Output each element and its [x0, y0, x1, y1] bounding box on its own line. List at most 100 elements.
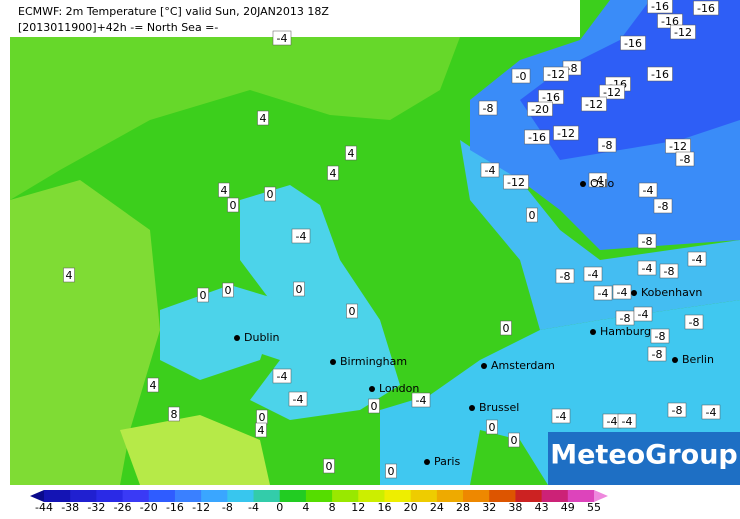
colorbar-segment	[489, 490, 516, 502]
colorbar-label: 0	[276, 501, 283, 514]
contour-label: 0	[371, 400, 378, 413]
colorbar-segment	[96, 490, 124, 502]
contour-label: -4	[617, 286, 628, 299]
colorbar-segment	[384, 490, 412, 502]
colorbar-label: -8	[222, 501, 233, 514]
colorbar-label: -16	[166, 501, 184, 514]
city-label: Paris	[434, 455, 460, 468]
contour-label-box	[588, 172, 608, 188]
contour-label: -16	[651, 0, 669, 13]
contour-label-box	[500, 320, 512, 336]
contour-label: -4	[556, 410, 567, 423]
contour-label: -0	[516, 70, 527, 83]
contour-label: -12	[507, 176, 525, 189]
contour-label: 4	[258, 424, 265, 437]
contour-label-box	[147, 377, 159, 393]
contour-label-box	[526, 207, 538, 223]
contour-label-box	[647, 346, 667, 362]
contour-label: 4	[348, 147, 355, 160]
contour-label: 0	[296, 283, 303, 296]
colorbar-label: 49	[561, 501, 575, 514]
city-label: Birmingham	[340, 355, 407, 368]
contour-label-box	[583, 266, 603, 282]
city-label: London	[379, 382, 419, 395]
colorbar-segment	[541, 490, 569, 502]
contour-label: 4	[221, 184, 228, 197]
city-dot	[330, 359, 336, 365]
contour-label-box	[368, 398, 380, 414]
colorbar-label: 16	[377, 501, 391, 514]
mild-zone	[10, 180, 160, 485]
colorbar-label: -12	[192, 501, 210, 514]
city-dot	[631, 290, 637, 296]
contour-label: 4	[260, 112, 267, 125]
colorbar-label: 28	[456, 501, 470, 514]
colorbar-arrow	[594, 490, 608, 502]
colorbar-segment	[332, 490, 359, 502]
contour-label-box	[650, 328, 670, 344]
colorbar-segment	[279, 490, 307, 502]
colorbar-segment	[174, 490, 202, 502]
contour-label-box	[227, 197, 239, 213]
contour-label: -4	[293, 393, 304, 406]
contour-label: -4	[277, 370, 288, 383]
contour-label: -4	[296, 230, 307, 243]
contour-label-box	[617, 413, 637, 429]
contour-label: -8	[483, 102, 494, 115]
contour-label-box	[612, 284, 632, 300]
contour-label: -8	[652, 348, 663, 361]
contour-label-box	[701, 404, 721, 420]
mild-zone	[10, 37, 460, 200]
colorbar-label: 24	[430, 501, 444, 514]
contour-label: -12	[674, 26, 692, 39]
contour-label: 0	[326, 460, 333, 473]
contour-label-box	[411, 392, 431, 408]
contour-label-box	[647, 0, 673, 14]
contour-label-box	[288, 391, 308, 407]
contour-label-box	[543, 66, 569, 82]
contour-label-box	[293, 281, 305, 297]
colorbar-label: -20	[140, 501, 158, 514]
colorbar-label: 8	[329, 501, 336, 514]
contour-label-box	[693, 0, 719, 16]
colorbar-segment	[44, 490, 71, 502]
contour-label: -12	[547, 68, 565, 81]
contour-label: -8	[560, 270, 571, 283]
contour-label: -4	[588, 268, 599, 281]
contour-label-box	[620, 35, 646, 51]
colorbar-segment	[227, 490, 255, 502]
contour-label-box	[653, 198, 673, 214]
colorbar-label: 12	[351, 501, 365, 514]
contour-label: -16	[528, 131, 546, 144]
contour-label-box	[637, 233, 657, 249]
contour-label: -8	[689, 316, 700, 329]
contour-label: -4	[607, 415, 618, 428]
contour-label-box	[345, 145, 357, 161]
colorbar-segment	[70, 490, 97, 502]
contour-label-box	[480, 162, 500, 178]
contour-label-box	[527, 101, 553, 117]
city-label: Hamburg	[600, 325, 651, 338]
colorbar-segment	[201, 490, 228, 502]
contour-label-box	[257, 110, 269, 126]
contour-label-box	[218, 182, 230, 198]
contour-label: 0	[388, 465, 395, 478]
contour-label: -16	[624, 37, 642, 50]
colorbar-segment	[410, 490, 438, 502]
contour-label: -16	[542, 91, 560, 104]
colorbar-label: -32	[87, 501, 105, 514]
colorbar-segment	[463, 490, 490, 502]
contour-label-box	[346, 303, 358, 319]
contour-label: 0	[511, 434, 518, 447]
city-label: Oslo	[590, 177, 614, 190]
colorbar-segment	[305, 490, 333, 502]
contour-label: -12	[585, 98, 603, 111]
contour-label: -12	[603, 86, 621, 99]
warm-zone	[120, 415, 270, 485]
colorbar-label: 32	[482, 501, 496, 514]
contour-label-box	[633, 306, 653, 322]
contour-label: -4	[706, 406, 717, 419]
header-line: ECMWF: 2m Temperature [°C] valid Sun, 20…	[18, 5, 329, 18]
contour-label-box	[503, 174, 529, 190]
contour-label: -8	[680, 153, 691, 166]
